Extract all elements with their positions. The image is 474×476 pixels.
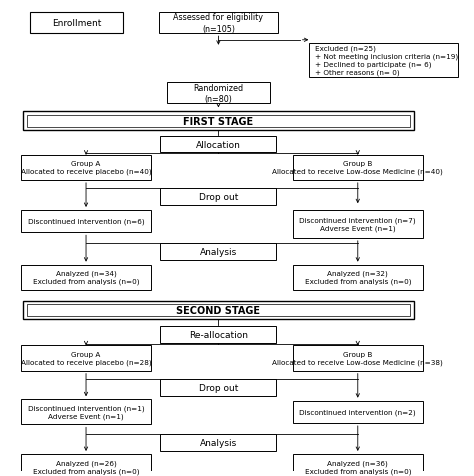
Bar	[167, 83, 270, 104]
Text: Discontinued intervention (n=6): Discontinued intervention (n=6)	[27, 218, 145, 225]
Bar	[21, 210, 151, 233]
Bar	[293, 265, 423, 290]
Bar	[309, 44, 457, 78]
Bar	[160, 434, 276, 451]
Text: FIRST STAGE: FIRST STAGE	[183, 117, 254, 126]
Text: Group A
Allocated to receive placebo (n=28): Group A Allocated to receive placebo (n=…	[21, 351, 151, 366]
Text: Group B
Allocated to receive Low-dose Medicine (n=38): Group B Allocated to receive Low-dose Me…	[273, 351, 443, 366]
Text: Analyzed (n=36)
Excluded from analysis (n=0): Analyzed (n=36) Excluded from analysis (…	[304, 459, 411, 474]
Bar	[160, 379, 276, 396]
Text: Discontinued intervention (n=1)
Adverse Event (n=1): Discontinued intervention (n=1) Adverse …	[27, 405, 145, 419]
Text: Excluded (n=25)
+ Not meeting inclusion criteria (n=19)
+ Declined to participat: Excluded (n=25) + Not meeting inclusion …	[315, 46, 458, 76]
Bar	[21, 399, 151, 425]
Bar	[30, 13, 123, 34]
Bar	[293, 454, 423, 476]
Bar	[159, 13, 278, 34]
Text: Re-allocation: Re-allocation	[189, 330, 248, 339]
Bar	[23, 112, 413, 131]
Bar	[293, 346, 423, 371]
Bar	[160, 136, 276, 153]
Text: Analyzed (n=34)
Excluded from analysis (n=0): Analyzed (n=34) Excluded from analysis (…	[33, 270, 139, 285]
Text: Analyzed (n=26)
Excluded from analysis (n=0): Analyzed (n=26) Excluded from analysis (…	[33, 459, 139, 474]
Bar	[21, 346, 151, 371]
Text: Analysis: Analysis	[200, 438, 237, 447]
Bar	[293, 210, 423, 238]
Bar	[21, 265, 151, 290]
Bar	[293, 156, 423, 180]
Text: Enrollment: Enrollment	[52, 19, 101, 28]
Text: Group A
Allocated to receive placebo (n=40): Group A Allocated to receive placebo (n=…	[21, 161, 151, 175]
Bar	[293, 401, 423, 423]
Bar	[160, 244, 276, 260]
Bar	[21, 454, 151, 476]
Text: Discontinued intervention (n=2): Discontinued intervention (n=2)	[300, 409, 416, 415]
Text: Drop out: Drop out	[199, 383, 238, 392]
Bar	[27, 115, 410, 128]
Text: Randomized
(n=80): Randomized (n=80)	[193, 83, 244, 103]
Bar	[21, 156, 151, 180]
Bar	[160, 188, 276, 205]
Bar	[160, 326, 276, 343]
Text: Assessed for eligibility
(n=105): Assessed for eligibility (n=105)	[173, 13, 264, 33]
Text: Group B
Allocated to receive Low-dose Medicine (n=40): Group B Allocated to receive Low-dose Me…	[273, 161, 443, 175]
Text: Discontinued intervention (n=7)
Adverse Event (n=1): Discontinued intervention (n=7) Adverse …	[300, 217, 416, 232]
Text: Analyzed (n=32)
Excluded from analysis (n=0): Analyzed (n=32) Excluded from analysis (…	[304, 270, 411, 285]
Text: Allocation: Allocation	[196, 140, 241, 149]
Bar	[23, 301, 413, 320]
Text: SECOND STAGE: SECOND STAGE	[176, 305, 260, 315]
Text: Analysis: Analysis	[200, 248, 237, 257]
Text: Drop out: Drop out	[199, 192, 238, 201]
Bar	[27, 304, 410, 317]
